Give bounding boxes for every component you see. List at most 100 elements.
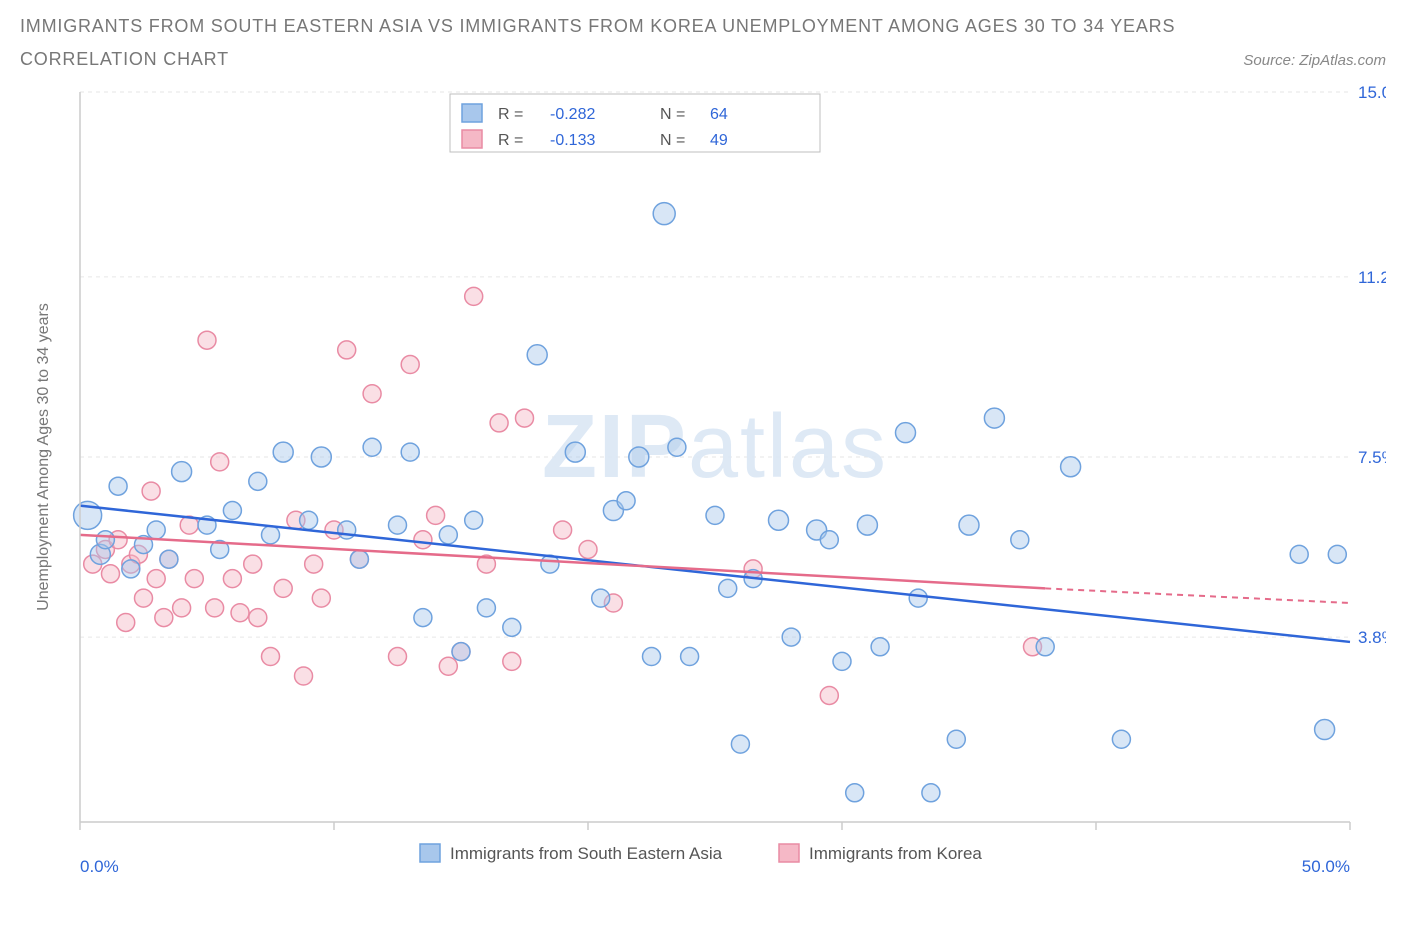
y-tick-label: 7.5% (1358, 448, 1386, 467)
scatter-point (503, 618, 521, 636)
scatter-point (984, 408, 1004, 428)
scatter-point (249, 472, 267, 490)
scatter-point (300, 511, 318, 529)
scatter-point (592, 589, 610, 607)
source-label: Source: (1243, 52, 1295, 69)
scatter-point (249, 609, 267, 627)
legend-swatch (462, 130, 482, 148)
scatter-point (117, 613, 135, 631)
scatter-point (305, 555, 323, 573)
scatter-point (401, 443, 419, 461)
scatter-point (389, 648, 407, 666)
scatter-point (769, 510, 789, 530)
scatter-point (909, 589, 927, 607)
correlation-scatter-chart: ZIPatlas0.0%50.0%3.8%7.5%11.2%15.0%Unemp… (20, 82, 1386, 892)
source-attribution: Source: ZipAtlas.com (1243, 52, 1386, 69)
scatter-point (1290, 545, 1308, 563)
scatter-point (554, 521, 572, 539)
trend-line (80, 506, 1350, 642)
scatter-point (389, 516, 407, 534)
legend-r-label: R = (498, 132, 523, 149)
scatter-point (490, 414, 508, 432)
scatter-point (820, 531, 838, 549)
scatter-point (629, 447, 649, 467)
scatter-point (135, 589, 153, 607)
scatter-point (439, 657, 457, 675)
scatter-point (896, 423, 916, 443)
scatter-point (579, 540, 597, 558)
scatter-point (477, 599, 495, 617)
scatter-point (922, 784, 940, 802)
scatter-point (142, 482, 160, 500)
scatter-point (147, 570, 165, 588)
scatter-point (1061, 457, 1081, 477)
scatter-point (262, 648, 280, 666)
scatter-point (465, 511, 483, 529)
scatter-point (871, 638, 889, 656)
scatter-point (653, 203, 675, 225)
scatter-point (1315, 720, 1335, 740)
legend-r-value: -0.282 (550, 106, 595, 123)
scatter-point (350, 550, 368, 568)
scatter-point (565, 442, 585, 462)
legend-series-label: Immigrants from South Eastern Asia (450, 844, 723, 863)
series-legend: Immigrants from South Eastern Asia Immigr… (420, 844, 982, 863)
scatter-point (101, 565, 119, 583)
scatter-point (401, 356, 419, 374)
legend-swatch (420, 844, 440, 862)
scatter-point (155, 609, 173, 627)
legend-n-value: 49 (710, 132, 728, 149)
scatter-point (516, 409, 534, 427)
legend-swatch (779, 844, 799, 862)
chart-container: ZIPatlas0.0%50.0%3.8%7.5%11.2%15.0%Unemp… (20, 82, 1386, 892)
scatter-point (122, 560, 140, 578)
trend-line-extrapolated (1045, 588, 1350, 603)
scatter-point (414, 609, 432, 627)
scatter-point (947, 730, 965, 748)
scatter-point (731, 735, 749, 753)
scatter-point (295, 667, 313, 685)
scatter-point (1036, 638, 1054, 656)
x-tick-label: 50.0% (1302, 857, 1350, 876)
scatter-point (439, 526, 457, 544)
scatter-point (173, 599, 191, 617)
scatter-point (185, 570, 203, 588)
scatter-point (706, 506, 724, 524)
y-axis-label: Unemployment Among Ages 30 to 34 years (35, 303, 52, 611)
legend-r-value: -0.133 (550, 132, 595, 149)
scatter-point (109, 477, 127, 495)
scatter-point (782, 628, 800, 646)
scatter-point (643, 648, 661, 666)
scatter-point (160, 550, 178, 568)
scatter-point (414, 531, 432, 549)
scatter-point (231, 604, 249, 622)
scatter-point (1112, 730, 1130, 748)
scatter-point (96, 531, 114, 549)
chart-title: IMMIGRANTS FROM SOUTH EASTERN ASIA VS IM… (20, 16, 1386, 37)
chart-subtitle: CORRELATION CHART (20, 49, 229, 70)
scatter-point (311, 447, 331, 467)
legend-n-value: 64 (710, 106, 728, 123)
legend-swatch (462, 104, 482, 122)
y-tick-label: 3.8% (1358, 628, 1386, 647)
scatter-point (857, 515, 877, 535)
scatter-point (312, 589, 330, 607)
scatter-point (719, 579, 737, 597)
correlation-legend: R =-0.282N =64R =-0.133N =49 (450, 94, 820, 152)
scatter-point (363, 438, 381, 456)
scatter-point (503, 652, 521, 670)
legend-series-label: Immigrants from Korea (809, 844, 982, 863)
scatter-point (338, 341, 356, 359)
y-tick-label: 11.2% (1358, 268, 1386, 287)
scatter-point (338, 521, 356, 539)
scatter-point (846, 784, 864, 802)
scatter-point (959, 515, 979, 535)
scatter-point (273, 442, 293, 462)
x-tick-label: 0.0% (80, 857, 119, 876)
legend-r-label: R = (498, 106, 523, 123)
scatter-point (668, 438, 686, 456)
scatter-point (198, 331, 216, 349)
legend-n-label: N = (660, 132, 685, 149)
y-tick-label: 15.0% (1358, 83, 1386, 102)
title-block: IMMIGRANTS FROM SOUTH EASTERN ASIA VS IM… (0, 0, 1406, 70)
